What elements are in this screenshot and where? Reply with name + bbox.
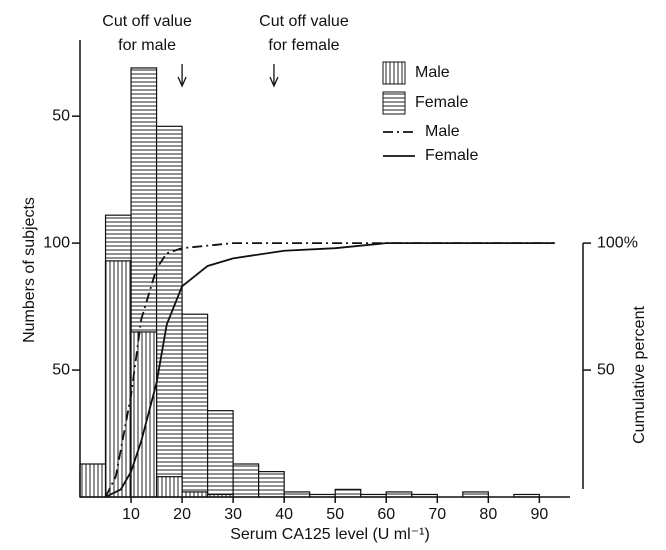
x-tick-label: 90 (530, 506, 548, 523)
y-tick-label: 50 (52, 361, 70, 378)
cutoff-arrowhead (269, 76, 279, 88)
bar (104, 260, 132, 498)
x-tick-label: 70 (428, 506, 446, 523)
y-tick-label: 50 (52, 107, 70, 124)
bar (155, 125, 183, 498)
y-axis-title: Numbers of subjects (21, 197, 38, 343)
legend-label: Male (425, 123, 460, 140)
bar (283, 491, 311, 498)
x-tick-label: 20 (173, 506, 191, 523)
bar (385, 491, 413, 498)
annotation: for female (268, 37, 339, 54)
bar (155, 476, 183, 498)
legend-label: Male (415, 64, 450, 81)
legend-label: Female (415, 94, 468, 111)
annotation: for male (118, 37, 176, 54)
x-tick-label: 30 (224, 506, 242, 523)
cutoff-arrowhead (177, 76, 187, 88)
bar (79, 463, 107, 498)
x-tick-label: 80 (479, 506, 497, 523)
legend-label: Female (425, 147, 478, 164)
bar (334, 488, 362, 498)
x-tick-label: 60 (377, 506, 395, 523)
y2-axis-title: Cumulative percent (631, 306, 648, 444)
bar (130, 331, 158, 498)
bar (232, 463, 260, 498)
legend-swatch (382, 61, 406, 85)
x-tick-label: 50 (326, 506, 344, 523)
x-tick-label: 10 (122, 506, 140, 523)
bar (207, 410, 234, 498)
cumulative-line (105, 242, 555, 498)
y-tick-label: 100 (43, 234, 70, 251)
bar (181, 313, 209, 498)
x-axis-title: Serum CA125 level (U ml⁻¹) (230, 526, 430, 543)
bar (181, 491, 209, 498)
legend-swatch (382, 91, 406, 115)
bar (462, 491, 489, 498)
y2-tick-label: 50 (597, 361, 615, 378)
y2-tick-label: 100% (597, 234, 638, 251)
x-tick-label: 40 (275, 506, 293, 523)
bar (258, 471, 285, 498)
annotation: Cut off value (102, 13, 192, 30)
annotation: Cut off value (259, 13, 349, 30)
